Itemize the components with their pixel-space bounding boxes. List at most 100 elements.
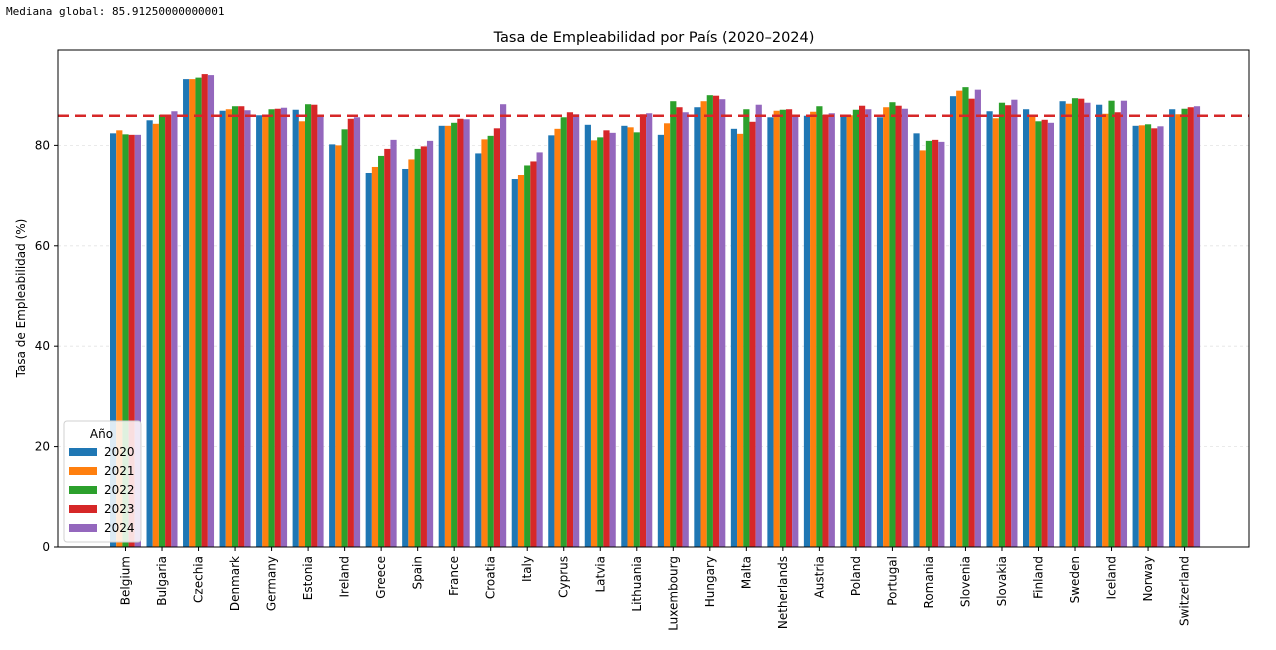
bar-2022-czechia bbox=[195, 77, 202, 547]
bar-2021-poland bbox=[846, 115, 853, 547]
bar-2020-latvia bbox=[584, 124, 591, 547]
bar-2021-hungary bbox=[700, 101, 707, 548]
y-tick-label: 80 bbox=[35, 138, 50, 152]
x-tick-label: Estonia bbox=[301, 556, 315, 600]
bar-2023-cyprus bbox=[566, 112, 574, 548]
x-tick-label: Denmark bbox=[228, 556, 242, 611]
bar-2023-luxembourg bbox=[676, 107, 683, 548]
bar-2020-malta bbox=[730, 128, 738, 547]
bar-2024-greece bbox=[390, 139, 397, 547]
bar-2020-denmark bbox=[219, 110, 226, 547]
x-axis: Belgium Bulgaria Czechia Denmark Germany Esto… bbox=[119, 547, 1192, 631]
bar-2024-portugal bbox=[901, 108, 908, 548]
bar-2024-ireland bbox=[353, 117, 361, 548]
y-tick-label: 40 bbox=[35, 339, 50, 353]
x-tick-label: Germany bbox=[265, 556, 279, 611]
x-tick-label: France bbox=[447, 556, 461, 596]
bar-2021-denmark bbox=[225, 109, 232, 548]
bar-2023-austria bbox=[822, 114, 829, 547]
bar-2022-romania bbox=[925, 140, 933, 547]
bar-2023-norway bbox=[1151, 128, 1158, 547]
bar-2021-croatia bbox=[481, 139, 488, 547]
bar-2021-austria bbox=[810, 111, 817, 548]
legend-swatch-2020 bbox=[69, 448, 97, 456]
bar-2023-romania bbox=[932, 139, 939, 547]
median-label: Mediana global: bbox=[6, 5, 106, 18]
bar-2023-iceland bbox=[1114, 112, 1121, 548]
bar-2023-spain bbox=[420, 146, 427, 547]
bar-2020-iceland bbox=[1096, 104, 1103, 547]
bar-2021-norway bbox=[1138, 125, 1145, 547]
bar-2024-slovakia bbox=[1011, 99, 1018, 547]
bar-2023-slovenia bbox=[968, 98, 975, 548]
x-tick-label: Luxembourg bbox=[666, 556, 680, 631]
bar-2024-denmark bbox=[244, 110, 251, 547]
y-tick-label: 0 bbox=[42, 540, 50, 554]
bar-2022-norway bbox=[1144, 124, 1152, 548]
bar-2022-switzerland bbox=[1181, 108, 1188, 548]
bar-2024-norway bbox=[1157, 126, 1164, 547]
bar-2024-spain bbox=[426, 140, 434, 547]
bar-2021-cyprus bbox=[554, 128, 561, 547]
bar-2021-sweden bbox=[1065, 103, 1072, 548]
bar-2023-malta bbox=[749, 121, 756, 548]
bar-2024-belgium bbox=[134, 134, 141, 547]
bar-2024-lithuania bbox=[646, 113, 653, 547]
bar-2020-netherlands bbox=[767, 117, 774, 548]
bar-2023-croatia bbox=[493, 128, 500, 547]
bar-2021-slovenia bbox=[956, 90, 963, 547]
x-tick-label: Cyprus bbox=[557, 556, 571, 598]
x-tick-label: Belgium bbox=[119, 556, 133, 605]
bar-2023-czechia bbox=[201, 74, 208, 547]
bar-2022-estonia bbox=[305, 104, 312, 547]
bar-2020-spain bbox=[402, 168, 409, 547]
legend-swatch-2021 bbox=[69, 467, 97, 475]
bar-2024-poland bbox=[865, 109, 872, 548]
bar-2022-germany bbox=[268, 109, 275, 548]
bar-2022-latvia bbox=[597, 137, 604, 548]
x-tick-label: Lithuania bbox=[630, 556, 644, 612]
bar-2022-sweden bbox=[1071, 98, 1079, 547]
bar-2022-ireland bbox=[341, 129, 348, 547]
bar-2020-finland bbox=[1023, 109, 1030, 548]
bar-2021-malta bbox=[737, 133, 744, 547]
bar-2024-cyprus bbox=[573, 114, 580, 548]
bars bbox=[110, 74, 1201, 548]
bar-2021-czechia bbox=[189, 79, 196, 547]
bar-2022-belgium bbox=[122, 134, 129, 547]
bar-2023-netherlands bbox=[785, 109, 793, 548]
bar-2023-ireland bbox=[347, 118, 354, 547]
bar-2021-ireland bbox=[335, 145, 342, 547]
bar-2021-germany bbox=[262, 115, 269, 547]
bar-2022-portugal bbox=[889, 102, 896, 548]
x-tick-label: Norway bbox=[1141, 556, 1155, 602]
bar-2023-germany bbox=[274, 108, 281, 548]
bar-2020-austria bbox=[803, 115, 811, 547]
bar-2021-greece bbox=[371, 166, 379, 547]
bar-2023-lithuania bbox=[639, 114, 647, 548]
bar-2023-portugal bbox=[895, 105, 902, 547]
bar-2020-portugal bbox=[876, 117, 884, 548]
bar-2022-greece bbox=[378, 155, 385, 547]
bar-2022-slovakia bbox=[998, 102, 1006, 547]
bar-2020-slovenia bbox=[949, 96, 957, 548]
bar-2024-italy bbox=[536, 152, 543, 548]
x-tick-label: Switzerland bbox=[1178, 556, 1192, 626]
bar-2024-netherlands bbox=[792, 114, 799, 547]
bar-2023-denmark bbox=[238, 106, 245, 548]
bar-2024-croatia bbox=[500, 104, 507, 547]
legend-label: 2021 bbox=[104, 464, 135, 478]
bar-2024-bulgaria bbox=[171, 111, 178, 548]
bar-2023-greece bbox=[384, 148, 391, 547]
bar-2022-austria bbox=[816, 106, 823, 548]
bar-2020-bulgaria bbox=[146, 120, 153, 547]
legend-swatch-2024 bbox=[69, 524, 97, 532]
bar-2022-croatia bbox=[487, 135, 494, 547]
x-tick-label: Slovakia bbox=[995, 556, 1009, 606]
bar-2020-ireland bbox=[329, 144, 336, 547]
bar-2021-bulgaria bbox=[152, 123, 159, 547]
bar-2022-malta bbox=[743, 109, 750, 548]
bar-2022-spain bbox=[414, 148, 421, 547]
x-tick-label: Greece bbox=[374, 556, 388, 599]
bar-2021-portugal bbox=[883, 107, 890, 548]
